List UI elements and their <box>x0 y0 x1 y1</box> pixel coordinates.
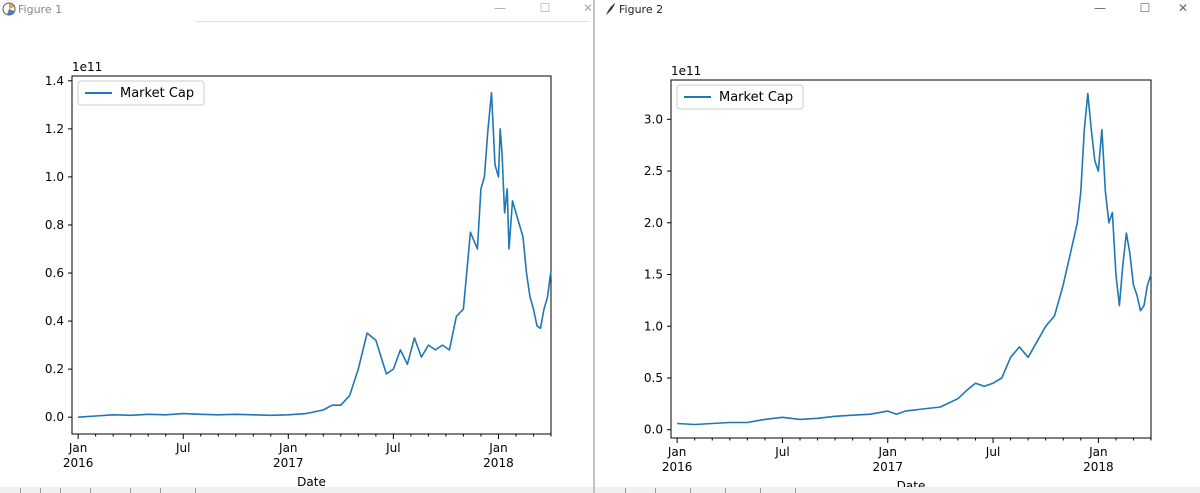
x-tick-label: Jan <box>68 441 88 455</box>
x-tick-label: Jul <box>985 445 1000 459</box>
x-tick-label: Jul <box>774 445 789 459</box>
y-tick-label: 1.0 <box>644 319 663 333</box>
home-icon[interactable] <box>625 488 636 493</box>
window-title: Figure 2 <box>619 3 664 16</box>
figure-2-window: Figure 2 — ☐ ✕ 0.0 0.5 1.0 1.5 2.0 2.5 3.0 1e11… <box>595 0 1200 493</box>
axes-frame <box>670 79 1152 439</box>
x-tick-label: Jul <box>385 441 400 455</box>
back-icon[interactable] <box>655 488 666 493</box>
y-tick-label: 0.2 <box>45 362 64 376</box>
offset-text: 1e11 <box>671 64 701 78</box>
y-tick-label: 1.5 <box>644 268 663 282</box>
x-tick-year-label: 2016 <box>63 456 94 470</box>
figure-1-titlebar[interactable]: Figure 1 — ☐ ✕ <box>0 0 593 20</box>
close-button[interactable]: ✕ <box>1177 1 1189 15</box>
close-button[interactable]: ✕ <box>582 1 593 15</box>
y-tick-label: 2.0 <box>644 216 663 230</box>
save-icon[interactable] <box>195 488 206 493</box>
pan-icon[interactable] <box>90 488 101 493</box>
y-tick-label: 2.5 <box>644 164 663 178</box>
save-icon[interactable] <box>795 488 806 493</box>
axes-frame <box>71 75 552 435</box>
figure-1-toolbar[interactable] <box>0 487 593 493</box>
x-tick-label: Jan <box>667 445 687 459</box>
feather-icon <box>606 3 615 15</box>
back-icon[interactable] <box>40 488 51 493</box>
figure-2-toolbar[interactable] <box>595 487 1200 493</box>
x-tick-label: Jan <box>1088 445 1108 459</box>
figure-1-window: Figure 1 — ☐ ✕ 0.0 0.2 0.4 0.6 0.8 1.0 1.2 1.4 1… <box>0 0 593 493</box>
x-tick-year-label: 2016 <box>662 460 693 474</box>
y-tick-label: 0.4 <box>45 314 64 328</box>
forward-icon[interactable] <box>690 488 701 493</box>
zoom-icon[interactable] <box>130 488 141 493</box>
y-tick-label: 0.0 <box>45 410 64 424</box>
configure-icon[interactable] <box>160 488 171 493</box>
minimize-button[interactable]: — <box>1094 1 1106 15</box>
x-tick-label: Jan <box>488 441 508 455</box>
y-tick-label: 1.4 <box>45 74 64 88</box>
divider <box>195 21 590 22</box>
y-tick-label: 1.2 <box>45 122 64 136</box>
series-line-market-cap <box>677 92 1152 426</box>
zoom-icon[interactable] <box>760 488 771 493</box>
offset-text: 1e11 <box>72 60 102 74</box>
window-title: Figure 1 <box>18 3 63 16</box>
x-tick-year-label: 2017 <box>872 460 903 474</box>
x-tick-label: Jul <box>175 441 190 455</box>
y-tick-label: 0.8 <box>45 218 64 232</box>
home-icon[interactable] <box>20 488 31 493</box>
minimize-button[interactable]: — <box>494 1 506 15</box>
window-separator <box>593 0 595 493</box>
y-tick-label: 0.6 <box>45 266 64 280</box>
forward-icon[interactable] <box>60 488 71 493</box>
y-tick-label: 1.0 <box>45 170 64 184</box>
x-axis-label: Date <box>297 475 326 489</box>
series-line-market-cap <box>78 92 552 418</box>
y-tick-label: 0.5 <box>644 371 663 385</box>
x-tick-label: Jan <box>877 445 897 459</box>
x-tick-label: Jan <box>278 441 298 455</box>
y-tick-label: 3.0 <box>644 112 663 126</box>
x-tick-year-label: 2017 <box>273 456 304 470</box>
maximize-button[interactable]: ☐ <box>1139 1 1151 15</box>
y-tick-label: 0.0 <box>644 423 663 437</box>
x-tick-year-label: 2018 <box>1083 460 1114 474</box>
figure-2-titlebar[interactable]: Figure 2 — ☐ ✕ <box>595 0 1200 20</box>
maximize-button[interactable]: ☐ <box>539 1 551 15</box>
legend-box <box>77 80 205 106</box>
legend-box <box>676 84 804 110</box>
pan-icon[interactable] <box>725 488 736 493</box>
legend-label: Market Cap <box>719 90 793 105</box>
x-tick-year-label: 2018 <box>483 456 514 470</box>
legend-label: Market Cap <box>120 86 194 101</box>
matplotlib-icon <box>2 2 16 16</box>
